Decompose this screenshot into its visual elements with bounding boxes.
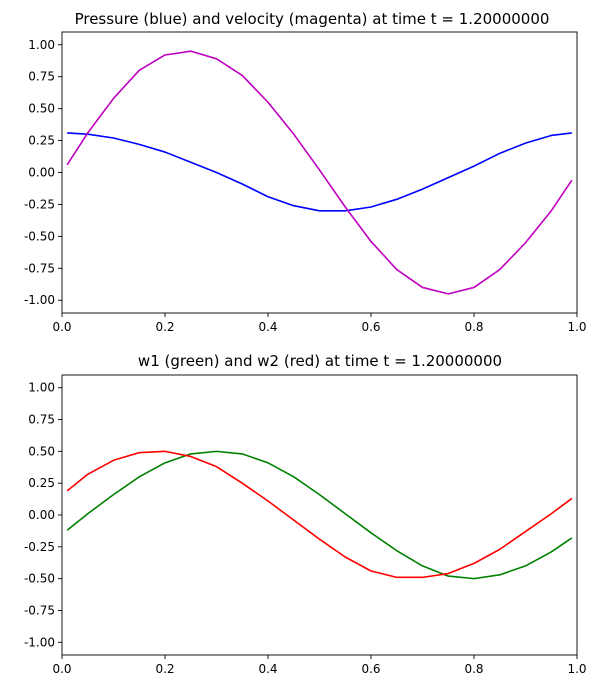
y-tick-label: 0.75 [28,413,55,427]
y-tick-label: 0.50 [28,444,55,458]
x-tick-label: 0.8 [464,320,483,334]
series-line-1 [66,50,573,295]
series-line-0 [66,450,573,580]
x-tick-label: 0.4 [258,320,277,334]
y-tick-label: -0.50 [24,572,55,586]
x-tick-label: 0.6 [361,662,380,676]
y-tick-label: 1.00 [28,381,55,395]
x-tick-label: 0.2 [155,662,174,676]
y-tick-label: 0.00 [28,166,55,180]
y-tick-label: 0.25 [28,476,55,490]
y-tick-label: -1.00 [24,635,55,649]
y-tick-label: 0.25 [28,134,55,148]
pressure-velocity-chart: Pressure (blue) and velocity (magenta) a… [24,10,587,334]
series-line-1 [66,450,573,579]
y-tick-label: -1.00 [24,293,55,307]
plot-area [66,50,573,295]
y-tick-label: 1.00 [28,38,55,52]
y-tick-label: 0.00 [28,508,55,522]
x-tick-label: 0.8 [464,662,483,676]
y-tick-label: -0.50 [24,229,55,243]
y-tick-label: -0.75 [24,603,55,617]
axes-frame [61,31,578,314]
y-tick-label: -0.75 [24,261,55,275]
x-tick-label: 0.6 [361,320,380,334]
x-tick-label: 1.0 [567,320,586,334]
x-tick-label: 0.0 [52,320,71,334]
y-tick-label: -0.25 [24,540,55,554]
w1-w2-chart: w1 (green) and w2 (red) at time t = 1.20… [24,352,587,676]
axes-frame [61,374,578,656]
x-tick-label: 0.2 [155,320,174,334]
chart-title: w1 (green) and w2 (red) at time t = 1.20… [138,352,502,370]
x-tick-label: 1.0 [567,662,586,676]
y-tick-label: -0.25 [24,197,55,211]
y-tick-label: 0.50 [28,102,55,116]
chart-title: Pressure (blue) and velocity (magenta) a… [75,10,550,28]
series-line-0 [67,132,572,212]
y-tick-label: 0.75 [28,70,55,84]
x-tick-label: 0.0 [52,662,71,676]
x-tick-label: 0.4 [258,662,277,676]
plot-area [66,450,573,580]
